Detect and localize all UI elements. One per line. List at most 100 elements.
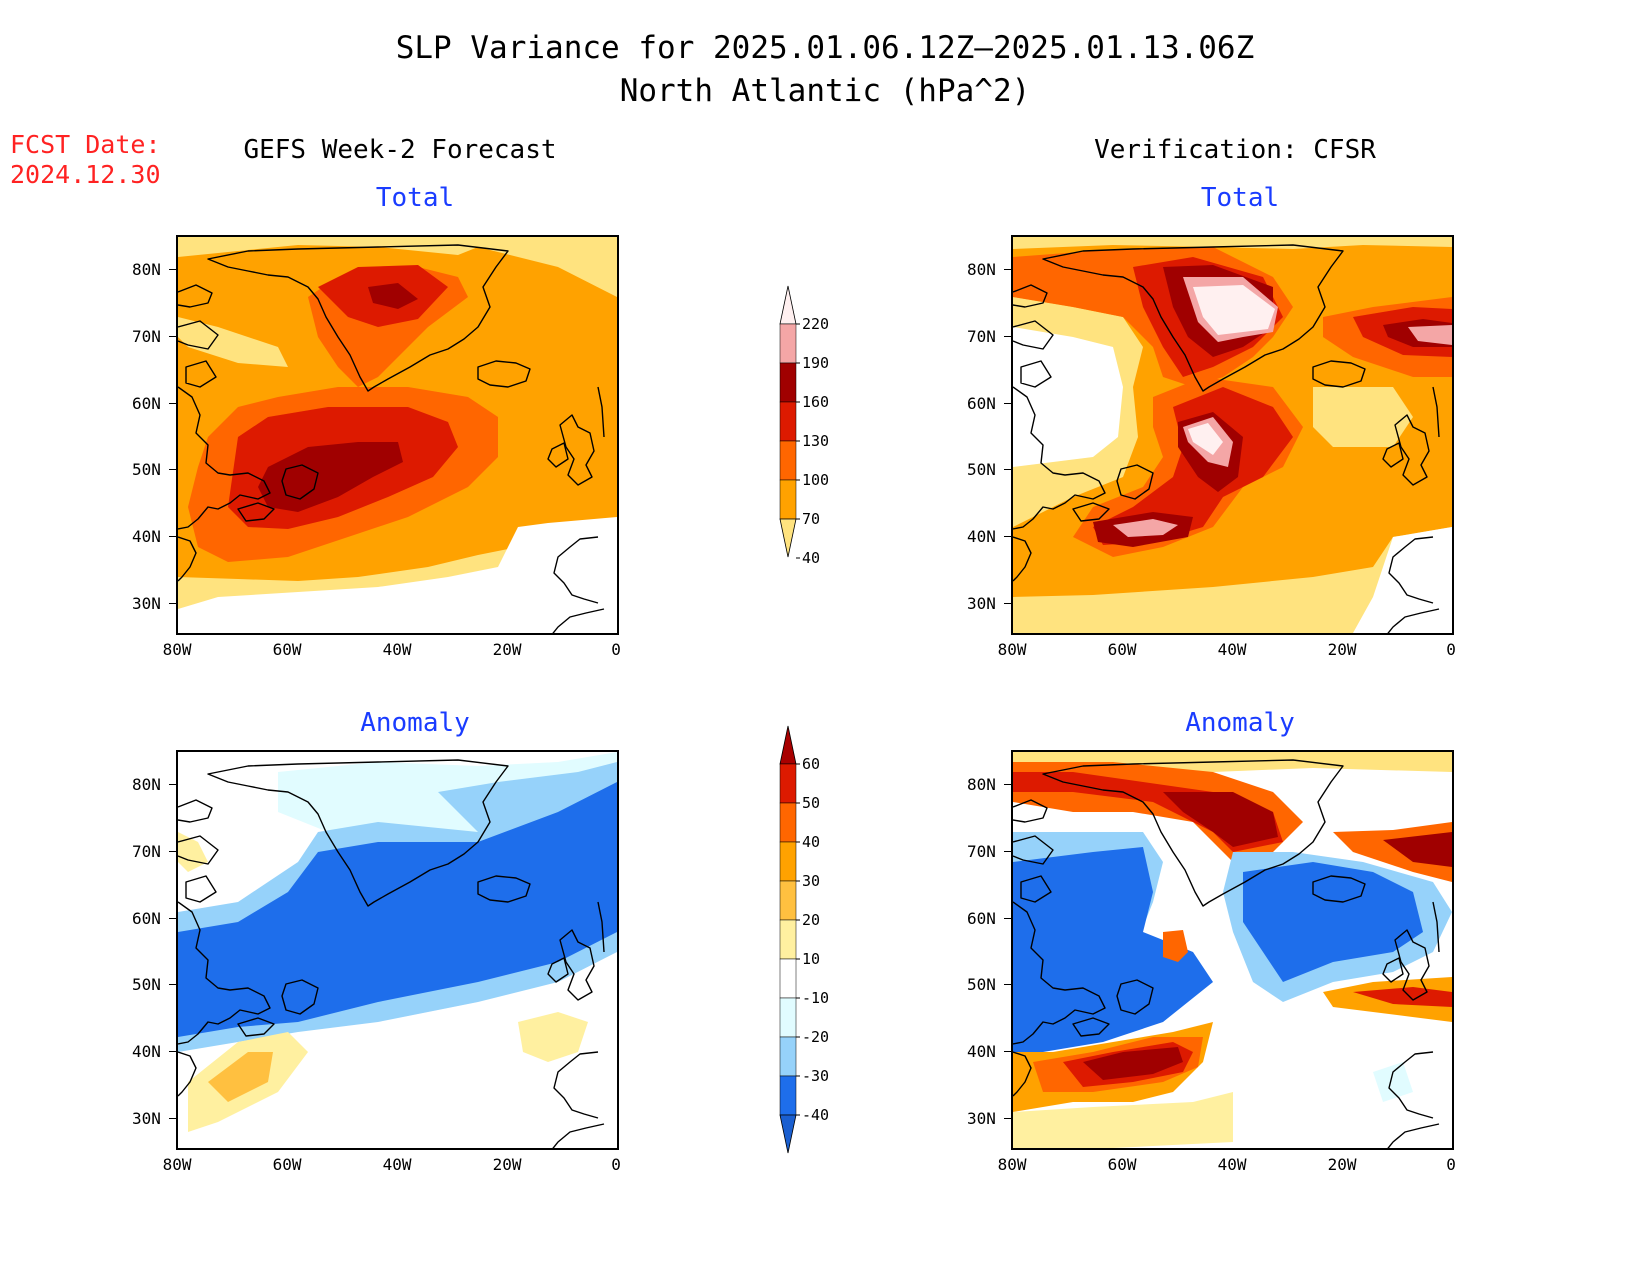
total-colorbar-label: 70	[802, 510, 821, 528]
lat-tick-mark	[169, 984, 176, 985]
lon-tick-label: 40W	[1217, 1155, 1247, 1174]
map-forecast-anomaly	[176, 750, 619, 1150]
lon-tick-label: 40W	[382, 1155, 412, 1174]
panel-title-forecast-anomaly: Anomaly	[360, 708, 470, 738]
lat-tick-mark	[1004, 784, 1011, 785]
lat-tick-label: 70N	[967, 842, 996, 861]
lat-tick-label: 70N	[967, 327, 996, 346]
lat-tick-mark	[1004, 269, 1011, 270]
panel-title-verification-total: Total	[1200, 183, 1280, 213]
anomaly-colorbar-label: -20	[802, 1028, 830, 1046]
anomaly-colorbar-cell	[779, 919, 797, 960]
fcst-date-value: 2024.12.30	[10, 160, 161, 189]
total-colorbar-cell	[779, 440, 797, 481]
lat-tick-label: 50N	[132, 460, 161, 479]
lat-tick-label: 40N	[132, 527, 161, 546]
lon-tick-label: 80W	[997, 1155, 1027, 1174]
lat-tick-label: 80N	[967, 775, 996, 794]
lat-tick-label: 50N	[967, 460, 996, 479]
lat-tick-mark	[169, 1051, 176, 1052]
total-colorbar-label: 190	[802, 354, 830, 372]
total-colorbar-cell	[779, 323, 797, 364]
main-subtitle: North Atlantic (hPa^2)	[619, 73, 1031, 109]
lat-tick-label: 30N	[132, 594, 161, 613]
anomaly-colorbar-label: 50	[802, 794, 821, 812]
anomaly-colorbar	[779, 725, 800, 1154]
total-colorbar-top-triangle	[779, 285, 797, 325]
lat-tick-mark	[169, 851, 176, 852]
lon-tick-label: 60W	[272, 640, 302, 659]
lon-tick-label: 60W	[1107, 640, 1137, 659]
lon-tick-label: 0	[1446, 1155, 1456, 1174]
lon-tick-label: 20W	[1327, 1155, 1357, 1174]
lat-tick-label: 30N	[967, 1109, 996, 1128]
lat-tick-label: 30N	[967, 594, 996, 613]
panel-title-verification-anomaly: Anomaly	[1185, 708, 1295, 738]
left-column-header: GEFS Week-2 Forecast	[243, 135, 557, 165]
lat-tick-mark	[169, 784, 176, 785]
lat-tick-mark	[169, 336, 176, 337]
anomaly-colorbar-label: -10	[802, 989, 830, 1007]
lon-tick-label: 80W	[997, 640, 1027, 659]
anomaly-colorbar-label: 40	[802, 833, 821, 851]
anomaly-colorbar-cell	[779, 763, 797, 804]
lat-tick-mark	[169, 536, 176, 537]
anomaly-colorbar-bottom-triangle	[779, 1114, 797, 1154]
lat-tick-label: 40N	[967, 1042, 996, 1061]
lon-tick-label: 60W	[272, 1155, 302, 1174]
main-title: SLP Variance for 2025.01.06.12Z–2025.01.…	[395, 30, 1255, 66]
lon-tick-label: 20W	[492, 640, 522, 659]
lat-tick-mark	[1004, 1051, 1011, 1052]
lat-tick-mark	[1004, 403, 1011, 404]
lat-tick-label: 60N	[132, 394, 161, 413]
lat-tick-label: 40N	[132, 1042, 161, 1061]
lon-tick-label: 40W	[1217, 640, 1247, 659]
anomaly-colorbar-cell	[779, 1075, 797, 1116]
lat-tick-label: 70N	[132, 327, 161, 346]
total-colorbar-label: 100	[802, 471, 830, 489]
lat-tick-mark	[1004, 336, 1011, 337]
panel-title-forecast-total: Total	[375, 183, 455, 213]
lat-tick-mark	[1004, 984, 1011, 985]
total-colorbar-label: 40	[802, 549, 821, 567]
lat-tick-mark	[1004, 851, 1011, 852]
lat-tick-mark	[169, 603, 176, 604]
lat-tick-mark	[1004, 918, 1011, 919]
total-colorbar-cell	[779, 362, 797, 403]
anomaly-colorbar-cell	[779, 880, 797, 921]
total-colorbar-cell	[779, 401, 797, 442]
lat-tick-mark	[1004, 536, 1011, 537]
anomaly-colorbar-label: 20	[802, 911, 821, 929]
lat-tick-mark	[1004, 469, 1011, 470]
lat-tick-label: 60N	[967, 909, 996, 928]
lat-tick-mark	[169, 1118, 176, 1119]
anomaly-colorbar-label: 30	[802, 872, 821, 890]
lon-tick-label: 0	[1446, 640, 1456, 659]
lat-tick-label: 50N	[132, 975, 161, 994]
lat-tick-label: 80N	[967, 260, 996, 279]
total-colorbar-label: 130	[802, 432, 830, 450]
anomaly-colorbar-cell	[779, 958, 797, 999]
lat-tick-mark	[1004, 603, 1011, 604]
lon-tick-label: 80W	[162, 640, 192, 659]
lon-tick-label: 0	[611, 640, 621, 659]
lat-tick-label: 60N	[967, 394, 996, 413]
total-colorbar-bottom-triangle	[779, 518, 797, 558]
anomaly-colorbar-label: 60	[802, 755, 821, 773]
total-colorbar-label: 220	[802, 315, 830, 333]
total-colorbar-cell	[779, 479, 797, 520]
anomaly-colorbar-cell	[779, 802, 797, 843]
lat-tick-mark	[169, 269, 176, 270]
lat-tick-mark	[169, 469, 176, 470]
anomaly-colorbar-label: -40	[802, 1106, 830, 1124]
lat-tick-mark	[1004, 1118, 1011, 1119]
lon-tick-label: 60W	[1107, 1155, 1137, 1174]
anomaly-colorbar-cell	[779, 997, 797, 1038]
fcst-date-label: FCST Date:	[10, 130, 161, 159]
lat-tick-mark	[169, 918, 176, 919]
lon-tick-label: 20W	[1327, 640, 1357, 659]
lat-tick-label: 60N	[132, 909, 161, 928]
lat-tick-label: 70N	[132, 842, 161, 861]
map-verification-total	[1011, 235, 1454, 635]
map-verification-anomaly	[1011, 750, 1454, 1150]
